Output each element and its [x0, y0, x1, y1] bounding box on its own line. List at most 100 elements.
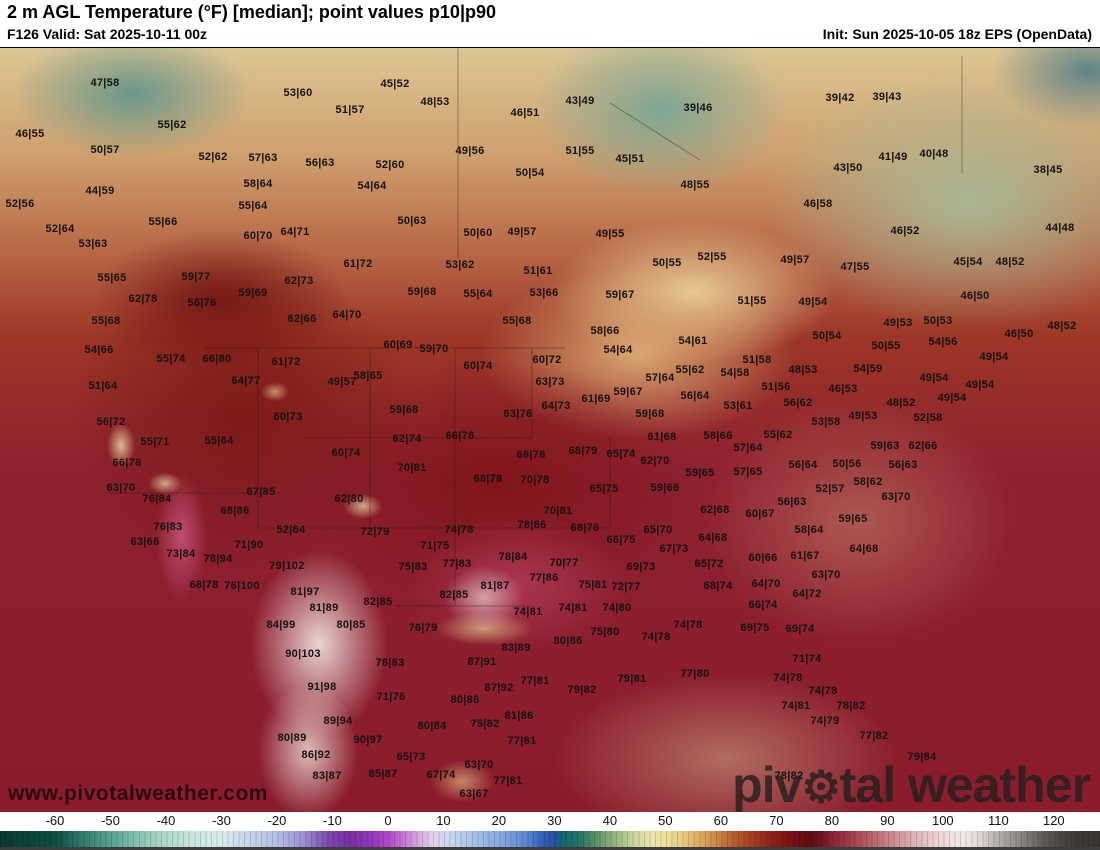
point-value: 79|81	[617, 673, 647, 685]
colorbar-tick: 10	[436, 813, 451, 828]
point-value: 49|57	[780, 254, 810, 266]
point-value: 56|63	[888, 459, 918, 471]
point-value: 78|84	[498, 551, 528, 563]
bottom-strip	[0, 847, 1100, 850]
point-value: 77|81	[493, 775, 523, 787]
point-value: 80|85	[336, 619, 366, 631]
point-value: 80|86	[553, 635, 583, 647]
point-value: 50|54	[515, 167, 545, 179]
point-value: 49|57	[507, 226, 537, 238]
point-value: 69|75	[740, 622, 770, 634]
point-value: 80|86	[450, 694, 480, 706]
point-value: 46|55	[15, 128, 45, 140]
colorbar-tick: 80	[824, 813, 840, 828]
point-value: 58|65	[353, 370, 383, 382]
point-value: 80|89	[277, 732, 307, 744]
point-value: 49|54	[979, 351, 1009, 363]
point-value: 43|50	[833, 162, 863, 174]
point-value: 59|66	[650, 482, 680, 494]
point-value: 49|53	[848, 410, 878, 422]
point-value: 48|53	[420, 96, 450, 108]
point-value: 63|70	[106, 482, 136, 494]
point-value: 75|81	[578, 579, 608, 591]
point-value: 59|68	[407, 286, 437, 298]
logo-text-right: tal weather	[839, 757, 1091, 812]
point-value: 56|63	[305, 157, 335, 169]
point-value: 53|62	[445, 259, 475, 271]
colorbar-tick: 0	[384, 813, 392, 828]
gear-icon: ⚙	[801, 763, 840, 812]
point-value: 51|56	[761, 381, 791, 393]
point-value: 46|53	[828, 383, 858, 395]
point-value: 59|67	[605, 289, 635, 301]
point-value: 49|53	[883, 317, 913, 329]
point-value: 63|70	[811, 569, 841, 581]
point-value: 49|54	[965, 379, 995, 391]
point-value: 73|84	[166, 548, 196, 560]
point-value: 57|65	[733, 466, 763, 478]
point-value: 68|79	[568, 445, 598, 457]
point-value: 63|76	[503, 408, 533, 420]
watermark-url: www.pivotalweather.com	[8, 782, 268, 805]
point-value: 74|78	[673, 619, 703, 631]
point-value: 61|67	[790, 550, 820, 562]
point-value: 82|85	[439, 589, 469, 601]
point-value: 56|63	[777, 496, 807, 508]
colorbar-tick: 110	[987, 813, 1009, 828]
point-value: 58|66	[590, 325, 620, 337]
point-value: 74|80	[602, 602, 632, 614]
colorbar-tick: 30	[547, 813, 562, 828]
point-value: 77|82	[859, 730, 889, 742]
point-value: 59|77	[181, 271, 211, 283]
point-value: 77|81	[507, 735, 537, 747]
point-value: 54|58	[720, 367, 750, 379]
point-value: 77|80	[680, 668, 710, 680]
point-value: 52|64	[276, 524, 306, 536]
point-value: 58|64	[243, 178, 273, 190]
point-value: 55|64	[204, 435, 234, 447]
point-value: 56|76	[187, 297, 217, 309]
point-value: 68|78	[473, 473, 503, 485]
point-value: 55|62	[763, 429, 793, 441]
point-value: 55|64	[463, 288, 493, 300]
point-value: 61|72	[343, 258, 373, 270]
point-value: 59|65	[838, 513, 868, 525]
point-value: 62|78	[128, 293, 158, 305]
point-value: 72|77	[611, 581, 641, 593]
point-value: 65|73	[396, 751, 426, 763]
point-value: 55|74	[156, 353, 186, 365]
point-value: 53|61	[723, 400, 753, 412]
point-value: 59|68	[389, 404, 419, 416]
point-value: 59|70	[419, 343, 449, 355]
point-value: 53|66	[529, 287, 559, 299]
point-value: 63|73	[535, 376, 565, 388]
point-value: 59|69	[238, 287, 268, 299]
point-value: 49|57	[327, 376, 357, 388]
colorbar-tick: 60	[713, 813, 729, 828]
point-value: 63|67	[459, 788, 489, 800]
point-value: 51|55	[565, 145, 595, 157]
point-value: 57|64	[733, 442, 763, 454]
point-value: 74|81	[513, 606, 543, 618]
colorbar-tick: -60	[45, 813, 65, 828]
point-value: 60|73	[273, 411, 303, 423]
logo-text-left: piv	[732, 757, 802, 812]
point-value: 86|92	[301, 749, 331, 761]
point-value: 67|74	[426, 769, 456, 781]
point-value: 81|87	[480, 580, 510, 592]
header: 2 m AGL Temperature (°F) [median]; point…	[0, 0, 1100, 47]
point-value: 57|64	[645, 372, 675, 384]
point-value: 68|78	[516, 449, 546, 461]
point-value: 44|48	[1045, 222, 1075, 234]
point-value: 79|82	[567, 684, 597, 696]
point-value: 62|70	[640, 455, 670, 467]
map-canvas[interactable]: 47|58 53|60 51|57 46|55 55|62 50|57 52|62 57|63…	[0, 47, 1100, 812]
point-value: 60|66	[748, 552, 778, 564]
point-value: 48|52	[1047, 320, 1077, 332]
point-value: 78|86	[517, 519, 547, 531]
point-value: 48|55	[680, 179, 710, 191]
point-value: 61|72	[271, 356, 301, 368]
point-value: 46|51	[510, 107, 540, 119]
point-value: 64|70	[332, 309, 362, 321]
colorbar-tick: 90	[880, 813, 895, 828]
